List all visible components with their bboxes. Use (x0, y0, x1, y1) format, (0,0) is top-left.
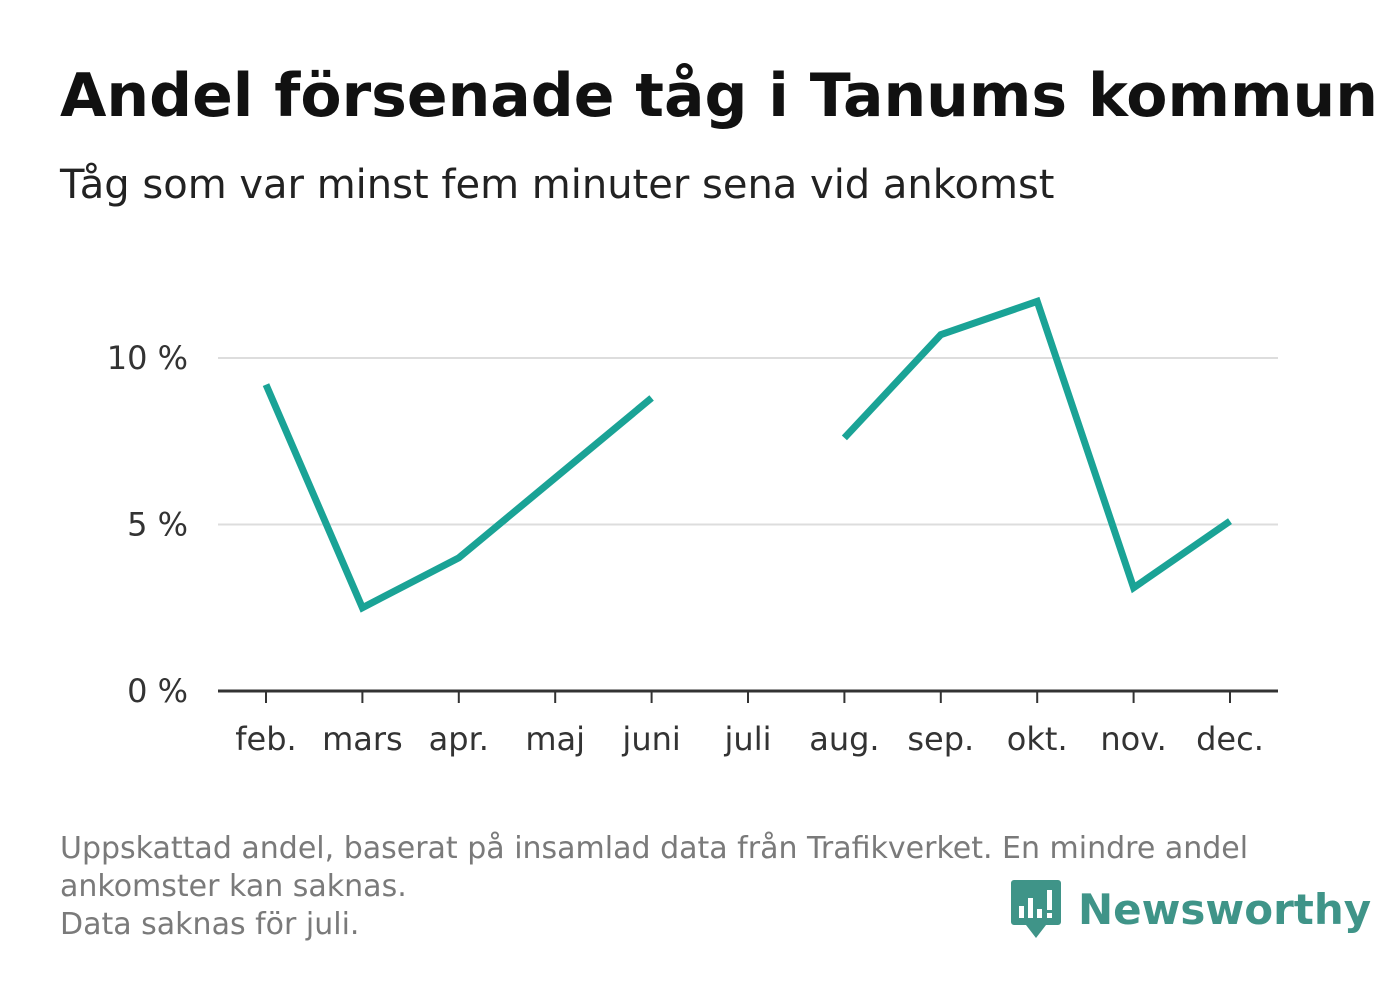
x-tick-label: mars (322, 720, 403, 758)
chart-subtitle: Tåg som var minst fem minuter sena vid a… (60, 162, 1055, 208)
x-axis (218, 689, 1278, 703)
series-line-segment (841, 296, 1232, 594)
x-tick-label: apr. (429, 720, 489, 758)
line-chart: 0 % 5 % 10 % feb. mars apr. maj juni juli aug. se… (107, 296, 1278, 758)
brand-logo: Newsworthy (1010, 878, 1371, 940)
series-lines (262, 296, 1232, 613)
gridlines (218, 357, 1278, 526)
chart-title: Andel försenade tåg i Tanums kommun (60, 61, 1378, 131)
x-tick-label: feb. (235, 720, 296, 758)
y-tick-label: 0 % (127, 672, 188, 710)
x-tick-label: aug. (809, 720, 879, 758)
x-tick-label: juni (621, 720, 680, 758)
newsworthy-logo-icon (1011, 880, 1061, 938)
y-tick-label: 5 % (127, 506, 188, 544)
x-tick-label: maj (525, 720, 585, 758)
x-tick-label: sep. (907, 720, 974, 758)
x-tick-label: nov. (1100, 720, 1166, 758)
series-line-segment (262, 383, 654, 613)
y-axis-labels: 0 % 5 % 10 % (107, 339, 188, 710)
x-tick-label: dec. (1196, 720, 1264, 758)
y-tick-label: 10 % (107, 339, 188, 377)
footnote-line-1: Uppskattad andel, baserat på insamlad da… (60, 831, 1249, 866)
footnote-line-3: Data saknas för juli. (60, 907, 360, 942)
x-tick-label: okt. (1007, 720, 1068, 758)
x-tick-label: juli (724, 720, 772, 758)
brand-name: Newsworthy (1078, 884, 1372, 934)
footnote-line-2: ankomster kan saknas. (60, 869, 407, 904)
footnote: Uppskattad andel, baserat på insamlad da… (60, 830, 1330, 944)
x-axis-labels: feb. mars apr. maj juni juli aug. sep. okt. nov. d… (235, 720, 1264, 758)
